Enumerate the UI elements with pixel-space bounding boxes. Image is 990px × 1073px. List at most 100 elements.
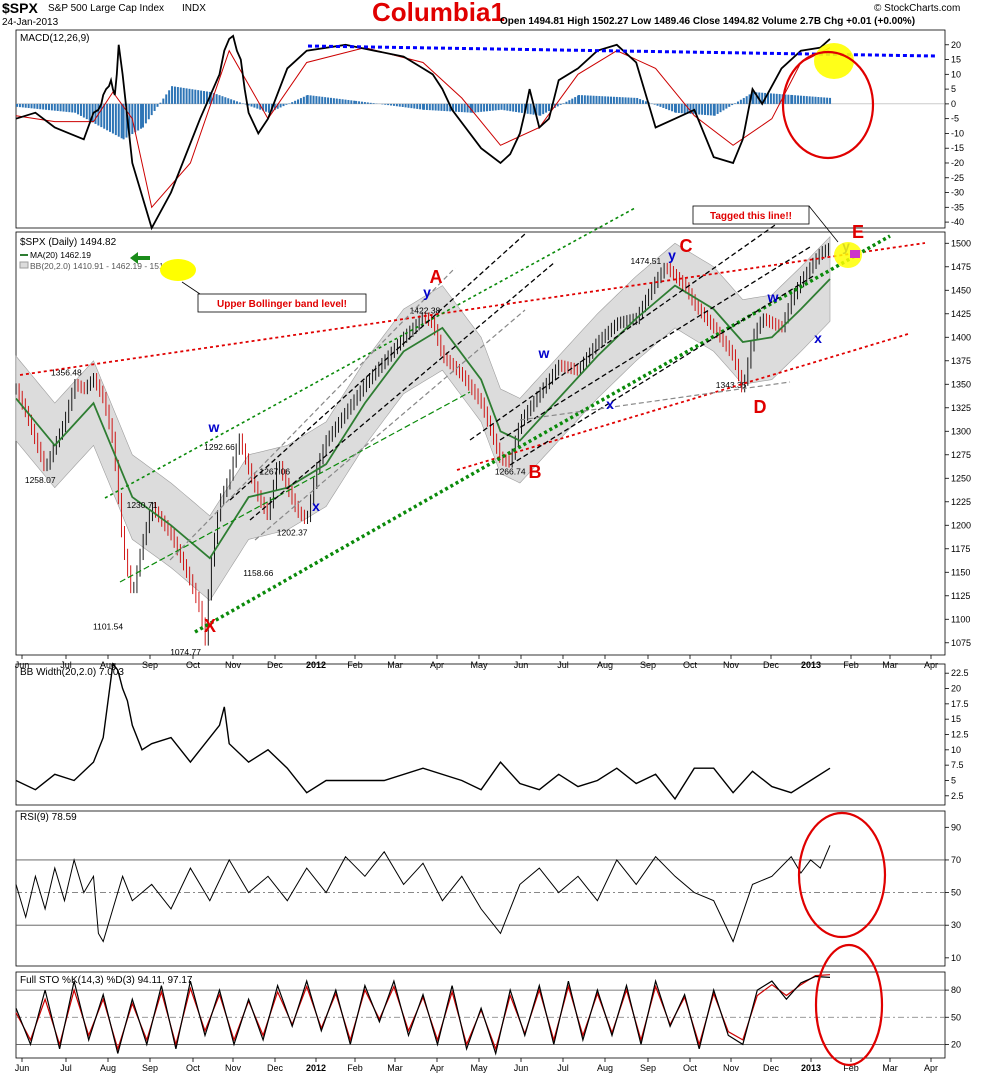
macd-histogram-bar	[173, 86, 176, 104]
wave-label: x	[606, 396, 614, 412]
y-tick-label: 1175	[951, 544, 970, 554]
macd-histogram-bar	[21, 103, 24, 108]
macd-histogram-bar	[27, 103, 30, 109]
macd-histogram-bar	[589, 95, 592, 104]
macd-histogram-bar	[742, 97, 745, 104]
macd-histogram-bar	[474, 103, 477, 113]
y-tick-label: 50	[951, 888, 961, 898]
macd-histogram-bar	[416, 103, 419, 109]
macd-histogram-bar	[745, 96, 748, 104]
macd-histogram-bar	[639, 99, 642, 104]
macd-histogram-bar	[128, 103, 131, 136]
x-tick-label: Nov	[723, 660, 740, 670]
y-tick-label: 1450	[951, 285, 971, 295]
macd-histogram-bar	[318, 96, 321, 104]
callout-pointer	[181, 281, 201, 295]
macd-histogram-bar	[344, 99, 347, 104]
macd-histogram-bar	[291, 102, 294, 104]
macd-histogram-bar	[247, 103, 250, 106]
x-tick-label: Oct	[683, 1063, 698, 1073]
panel-title: RSI(9) 78.59	[20, 812, 77, 823]
macd-histogram-bar	[59, 103, 62, 112]
macd-histogram-bar	[761, 92, 764, 104]
x-tick-label: Mar	[882, 1063, 898, 1073]
macd-histogram-bar	[279, 103, 282, 108]
macd-histogram-bar	[256, 103, 259, 109]
x-tick-label: Jun	[15, 1063, 30, 1073]
x-tick-label: 2013	[801, 660, 821, 670]
macd-histogram-bar	[358, 101, 361, 104]
macd-histogram-bar	[203, 91, 206, 104]
macd-histogram-bar	[545, 103, 548, 113]
trend-channel-line	[229, 233, 526, 501]
macd-histogram-bar	[752, 92, 755, 104]
macd-histogram-bar	[147, 103, 150, 120]
x-tick-label: Sep	[142, 1063, 158, 1073]
macd-histogram-bar	[517, 103, 520, 113]
macd-histogram-bar	[191, 89, 194, 104]
macd-histogram-bar	[62, 103, 65, 112]
macd-histogram-bar	[701, 103, 704, 115]
wave-label: x	[312, 498, 320, 514]
y-tick-label: 1250	[951, 473, 971, 483]
macd-histogram-bar	[159, 102, 162, 104]
macd-histogram-bar	[571, 98, 574, 104]
macd-histogram-bar	[53, 103, 56, 111]
x-tick-label: Oct	[683, 660, 698, 670]
y-tick-label: 10	[951, 953, 961, 963]
price-label: 1101.54	[93, 621, 123, 631]
macd-histogram-bar	[18, 103, 21, 108]
gray-channel-line	[254, 309, 526, 541]
macd-histogram-bar	[103, 103, 106, 129]
macd-histogram-bar	[659, 103, 662, 107]
macd-histogram-bar	[578, 95, 581, 104]
price-label: 1258.07	[25, 475, 56, 485]
macd-histogram-bar	[695, 103, 698, 115]
macd-histogram-bar	[826, 97, 829, 104]
macd-histogram-bar	[360, 101, 363, 104]
macd-histogram-bar	[350, 100, 353, 104]
ma-legend: MA(20) 1462.19	[30, 250, 91, 260]
x-tick-label: Jun	[514, 660, 529, 670]
macd-histogram-bar	[392, 103, 395, 106]
macd-histogram-bar	[662, 103, 665, 108]
price-label: 1356.48	[51, 368, 82, 378]
macd-histogram-bar	[542, 103, 545, 115]
y-tick-label: -10	[951, 128, 964, 138]
y-tick-label: 1275	[951, 450, 971, 460]
macd-histogram-bar	[253, 103, 256, 108]
bb-legend-swatch	[19, 261, 29, 269]
macd-histogram-bar	[535, 103, 538, 116]
macd-histogram-bar	[197, 90, 200, 104]
macd-histogram-bar	[716, 103, 719, 114]
x-tick-label: May	[470, 1063, 488, 1073]
tag-highlight	[834, 242, 862, 268]
macd-histogram-bar	[769, 93, 772, 104]
macd-histogram-bar	[188, 88, 191, 104]
macd-histogram-bar	[363, 102, 366, 104]
macd-histogram-bar	[466, 103, 469, 113]
y-tick-label: 22.5	[951, 668, 969, 678]
red-resistance-line	[19, 242, 926, 376]
x-tick-label: Jun	[15, 660, 30, 670]
y-tick-label: 10	[951, 69, 961, 79]
macd-histogram-bar	[185, 88, 188, 104]
macd-histogram-bar	[312, 95, 315, 104]
macd-histogram-bar	[463, 103, 466, 113]
macd-histogram-bar	[230, 99, 233, 104]
price-label: 1422.38	[410, 306, 441, 316]
macd-histogram-bar	[410, 103, 413, 109]
macd-histogram-bar	[302, 96, 305, 104]
macd-histogram-bar	[829, 97, 832, 104]
x-tick-label: Jul	[557, 660, 569, 670]
macd-histogram-bar	[797, 95, 800, 104]
panel-frame	[15, 971, 946, 1059]
macd-histogram-bar	[42, 103, 45, 110]
macd-histogram-bar	[787, 94, 790, 104]
exchange: INDX	[182, 3, 206, 14]
macd-histogram-bar	[238, 102, 241, 104]
macd-histogram-bar	[153, 103, 156, 111]
macd-histogram-bar	[736, 101, 739, 104]
ma20-line	[15, 278, 831, 560]
